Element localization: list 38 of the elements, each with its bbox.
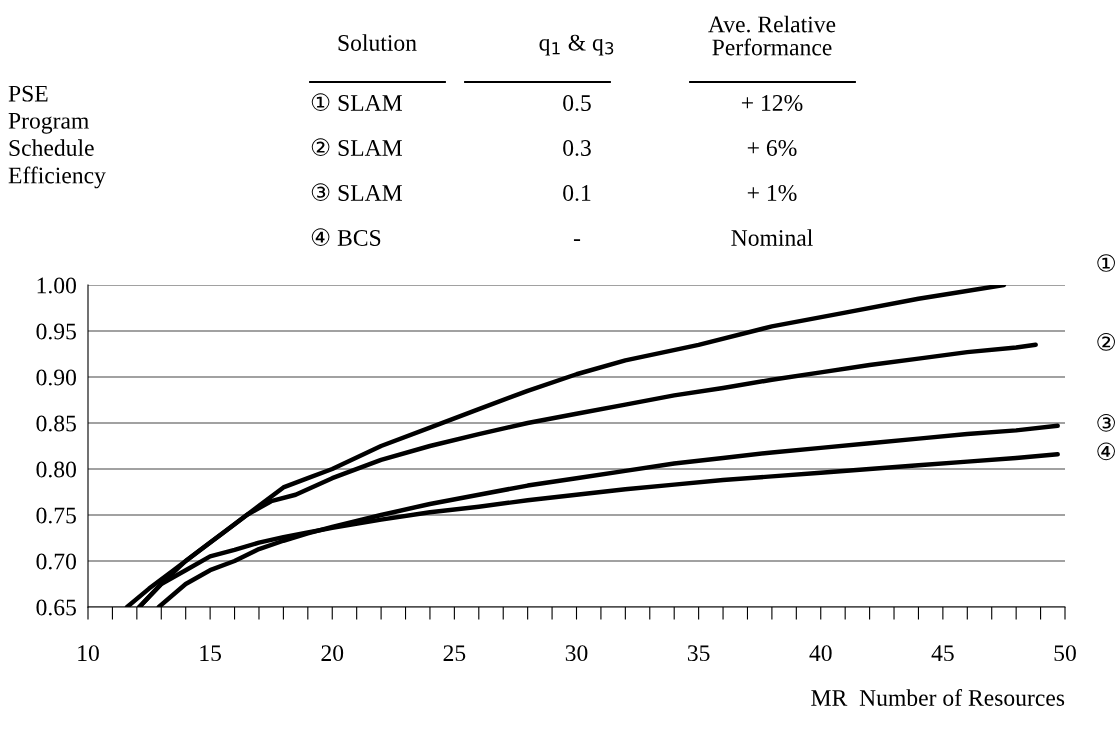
y-tick-label: 1.00 (37, 277, 76, 294)
text: ② (1097, 333, 1115, 351)
text: 0.3 (563, 139, 591, 157)
x-tick-label: 45 (931, 645, 954, 662)
series-label: ④ (1097, 442, 1115, 461)
x-tick-label: 25 (443, 645, 466, 662)
y-tick-label: 0.80 (36, 461, 76, 478)
text: Nominal (731, 229, 813, 246)
text: 0.5 (563, 94, 591, 112)
x-tick-label: 35 (687, 645, 710, 662)
text: ② SLAM (311, 138, 402, 156)
text: Solution (338, 34, 417, 51)
x-tick-label: 30 (565, 645, 588, 662)
text: q$_{1}$ & q$_{3}$ (539, 34, 614, 56)
y-tick-label: 0.95 (36, 323, 76, 340)
x-tick-label: 50 (1054, 645, 1076, 662)
x-tick-label: 20 (321, 645, 344, 662)
text: ③ SLAM (311, 183, 402, 201)
x-tick-label: 15 (200, 645, 222, 662)
y-tick-label: 0.75 (36, 507, 76, 524)
text: + 6% (747, 139, 797, 156)
y-axis-title: PSE Program Schedule Efficiency (8, 85, 106, 189)
text: ① (1097, 254, 1115, 272)
text: + 1% (747, 184, 797, 201)
x-axis-title: MR Number of Resources (811, 689, 1065, 706)
text: ① SLAM (311, 93, 402, 111)
x-tick-label: 40 (809, 645, 832, 662)
text: 0.1 (563, 184, 591, 202)
series-label: ③ (1097, 414, 1115, 432)
text: ④ BCS (311, 228, 381, 246)
y-tick-label: 0.85 (36, 415, 76, 432)
y-tick-label: 0.90 (36, 369, 76, 386)
text: Ave. Relative Performance (708, 15, 836, 56)
text: - (573, 239, 581, 241)
y-tick-label: 0.70 (36, 553, 76, 570)
x-tick-label: 10 (78, 645, 99, 662)
y-tick-label: 0.65 (36, 599, 76, 616)
text: + 12% (741, 94, 803, 111)
